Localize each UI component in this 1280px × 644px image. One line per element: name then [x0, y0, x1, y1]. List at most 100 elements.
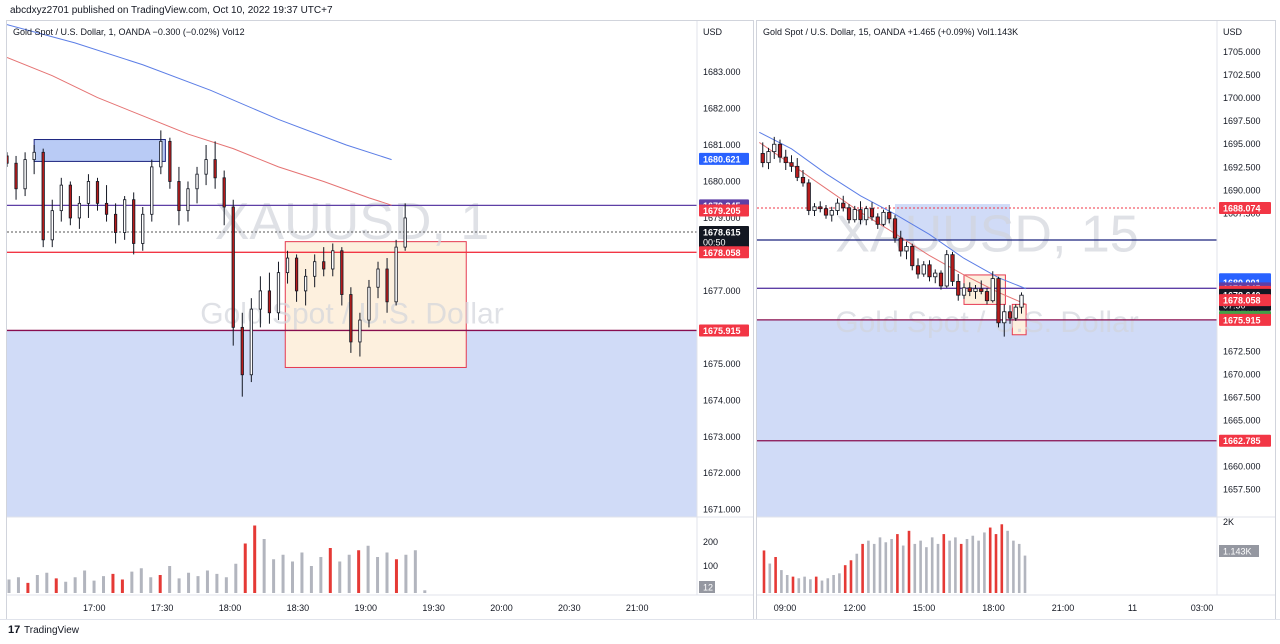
candle — [898, 237, 903, 252]
candle — [204, 159, 208, 175]
y-tick-label: 1690.000 — [1223, 185, 1261, 195]
volume-bar — [797, 578, 801, 593]
y-tick-label: 1673.000 — [703, 432, 741, 442]
currency-label: USD — [1223, 27, 1243, 37]
candle — [1007, 311, 1013, 319]
volume-bar — [111, 573, 115, 593]
candle — [313, 261, 317, 277]
candle — [950, 254, 955, 282]
candle — [150, 166, 154, 215]
ma-red-line — [6, 57, 392, 206]
candle — [835, 202, 840, 211]
candle — [59, 184, 63, 212]
candle — [933, 272, 938, 278]
volume-bar — [925, 547, 928, 593]
candle — [258, 290, 262, 310]
candle — [285, 257, 290, 274]
volume-bar — [347, 554, 351, 593]
candle — [795, 165, 800, 178]
candle — [1002, 311, 1007, 324]
x-tick-label: 18:00 — [982, 603, 1005, 613]
volume-bar — [139, 568, 143, 593]
y-tick-label: 1679.000 — [703, 213, 741, 223]
candle — [979, 288, 984, 292]
candle — [376, 268, 380, 288]
volume-bar — [45, 572, 49, 593]
candle — [875, 216, 880, 225]
volume-bar — [366, 545, 370, 593]
y-tick-label: 1692.500 — [1223, 162, 1261, 172]
candle — [77, 202, 81, 219]
candle — [852, 209, 857, 221]
candle — [846, 207, 852, 221]
price-label: 1678.615 — [703, 227, 741, 237]
x-tick-label: 21:00 — [626, 603, 649, 613]
volume-bar — [423, 590, 427, 593]
volume-bar — [272, 559, 276, 593]
candle — [777, 143, 783, 158]
volume-bar — [785, 575, 789, 593]
y-tick-label: 1683.000 — [703, 67, 741, 77]
x-tick-label: 20:30 — [558, 603, 581, 613]
x-tick-label: 19:30 — [422, 603, 445, 613]
candle — [766, 151, 771, 164]
ma-blue-line — [6, 24, 392, 161]
volume-bar — [988, 527, 992, 593]
chart-15m[interactable]: XAUUSD, 15 Gold Spot / U.S. Dollar Gold Sp… — [757, 21, 1275, 619]
candle — [760, 153, 765, 164]
volume-bar — [913, 543, 917, 593]
candle — [921, 264, 926, 275]
candle — [892, 218, 898, 239]
volume-bar — [404, 554, 408, 593]
volume-bar — [54, 578, 58, 593]
candle — [14, 162, 18, 190]
candle — [358, 319, 362, 343]
candle — [823, 208, 829, 216]
volume-bar — [1023, 555, 1027, 593]
candle — [806, 182, 811, 211]
volume-bar — [120, 579, 124, 593]
candle — [1019, 294, 1024, 308]
price-label: 1675.915 — [1223, 315, 1261, 325]
chart-panel-15m[interactable]: XAUUSD, 15 Gold Spot / U.S. Dollar Gold Sp… — [756, 20, 1276, 620]
candle — [783, 156, 788, 164]
price-label: 1679.205 — [703, 206, 741, 216]
watermark: XAUUSD, 1 — [215, 193, 490, 251]
volume-bar — [965, 539, 969, 593]
zone-1 — [895, 204, 1010, 240]
volume-bar — [901, 545, 905, 593]
volume-bar — [26, 582, 30, 593]
volume-bar — [820, 580, 824, 593]
x-tick-label: 18:30 — [287, 603, 310, 613]
volume-bar — [843, 565, 847, 593]
candle — [881, 211, 886, 225]
x-tick-label: 12:00 — [843, 603, 866, 613]
volume-bar — [224, 577, 228, 593]
y-tick-label: 1672.500 — [1223, 346, 1261, 356]
y-tick-label: 1702.500 — [1223, 70, 1261, 80]
candle — [956, 280, 961, 296]
volume-bar — [1012, 540, 1015, 593]
price-label-tag — [699, 225, 749, 248]
candle — [984, 291, 990, 302]
candle — [50, 210, 54, 241]
x-tick-label: 17:30 — [151, 603, 174, 613]
y-tick-label: 1697.500 — [1223, 116, 1261, 126]
y-tick-label: 1671.000 — [703, 505, 741, 515]
volume-current-label: 12 — [703, 583, 713, 593]
volume-bar — [948, 540, 951, 593]
volume-bar — [867, 540, 870, 593]
volume-bar — [780, 570, 783, 593]
y-tick-label: 1700.000 — [1223, 93, 1261, 103]
candle — [990, 278, 995, 302]
candle — [910, 246, 915, 267]
candle — [967, 287, 972, 292]
y-tick-label: 1670.000 — [1223, 369, 1261, 379]
chart-legend: Gold Spot / U.S. Dollar, 1, OANDA −0.300… — [13, 27, 245, 37]
candle — [23, 159, 27, 190]
candle — [887, 211, 892, 220]
candle — [915, 265, 921, 275]
volume-bar — [130, 571, 134, 593]
